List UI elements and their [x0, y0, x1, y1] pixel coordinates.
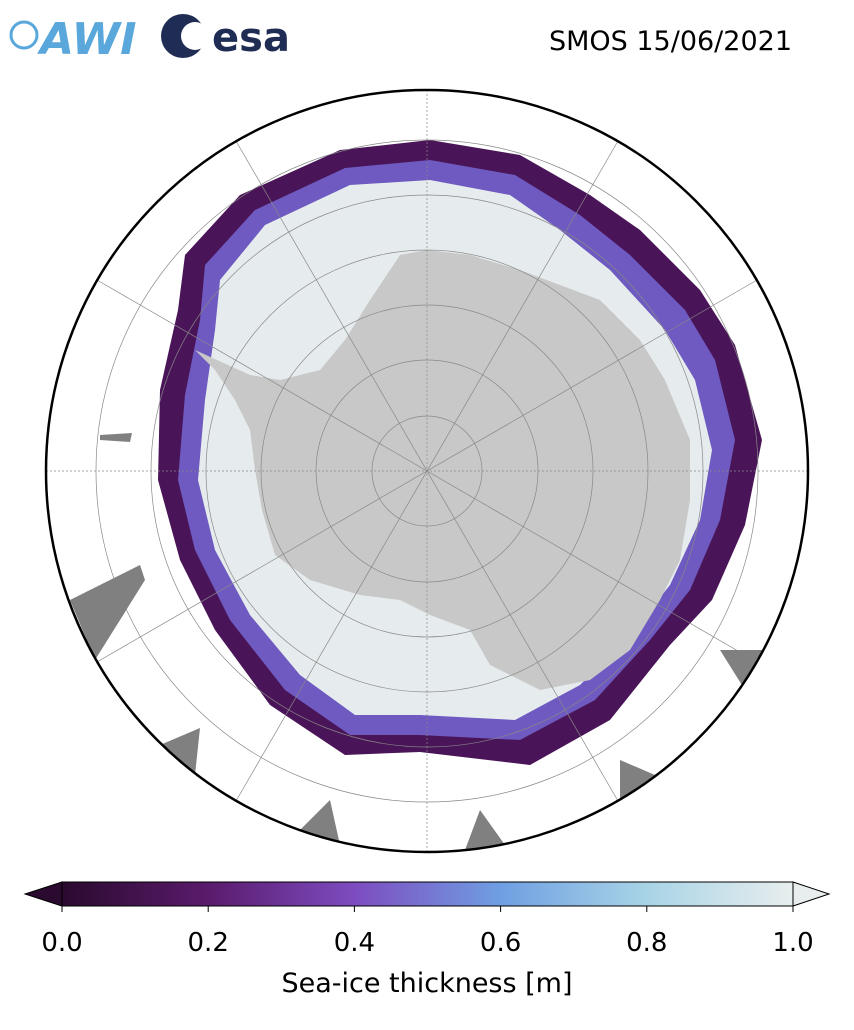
colorbar-tick-label: 0.4 [334, 928, 375, 958]
colorbar-tick-label: 0.2 [188, 928, 229, 958]
colorbar-tick-label: 0.0 [41, 928, 82, 958]
land-other [70, 433, 765, 850]
colorbar-extend-low [23, 881, 63, 907]
colorbar [23, 881, 831, 912]
map-frame [44, 88, 810, 854]
awi-logo: AWI [9, 14, 137, 65]
colorbar-extend-high [792, 881, 831, 907]
colorbar-tick-label: 1.0 [772, 928, 813, 958]
colorbar-tick-label: 0.8 [626, 928, 667, 958]
colorbar-ramp [61, 881, 794, 907]
esa-logo-text: esa [212, 15, 290, 61]
awi-logo-text: AWI [37, 14, 137, 65]
esa-logo: esa [161, 14, 290, 61]
colorbar-tick-label: 0.6 [480, 928, 521, 958]
graticule [46, 90, 808, 852]
colorbar-label: Sea-ice thickness [m] [281, 968, 572, 999]
title: SMOS 15/06/2021 [549, 26, 792, 57]
map [46, 90, 808, 852]
continent [195, 250, 690, 690]
